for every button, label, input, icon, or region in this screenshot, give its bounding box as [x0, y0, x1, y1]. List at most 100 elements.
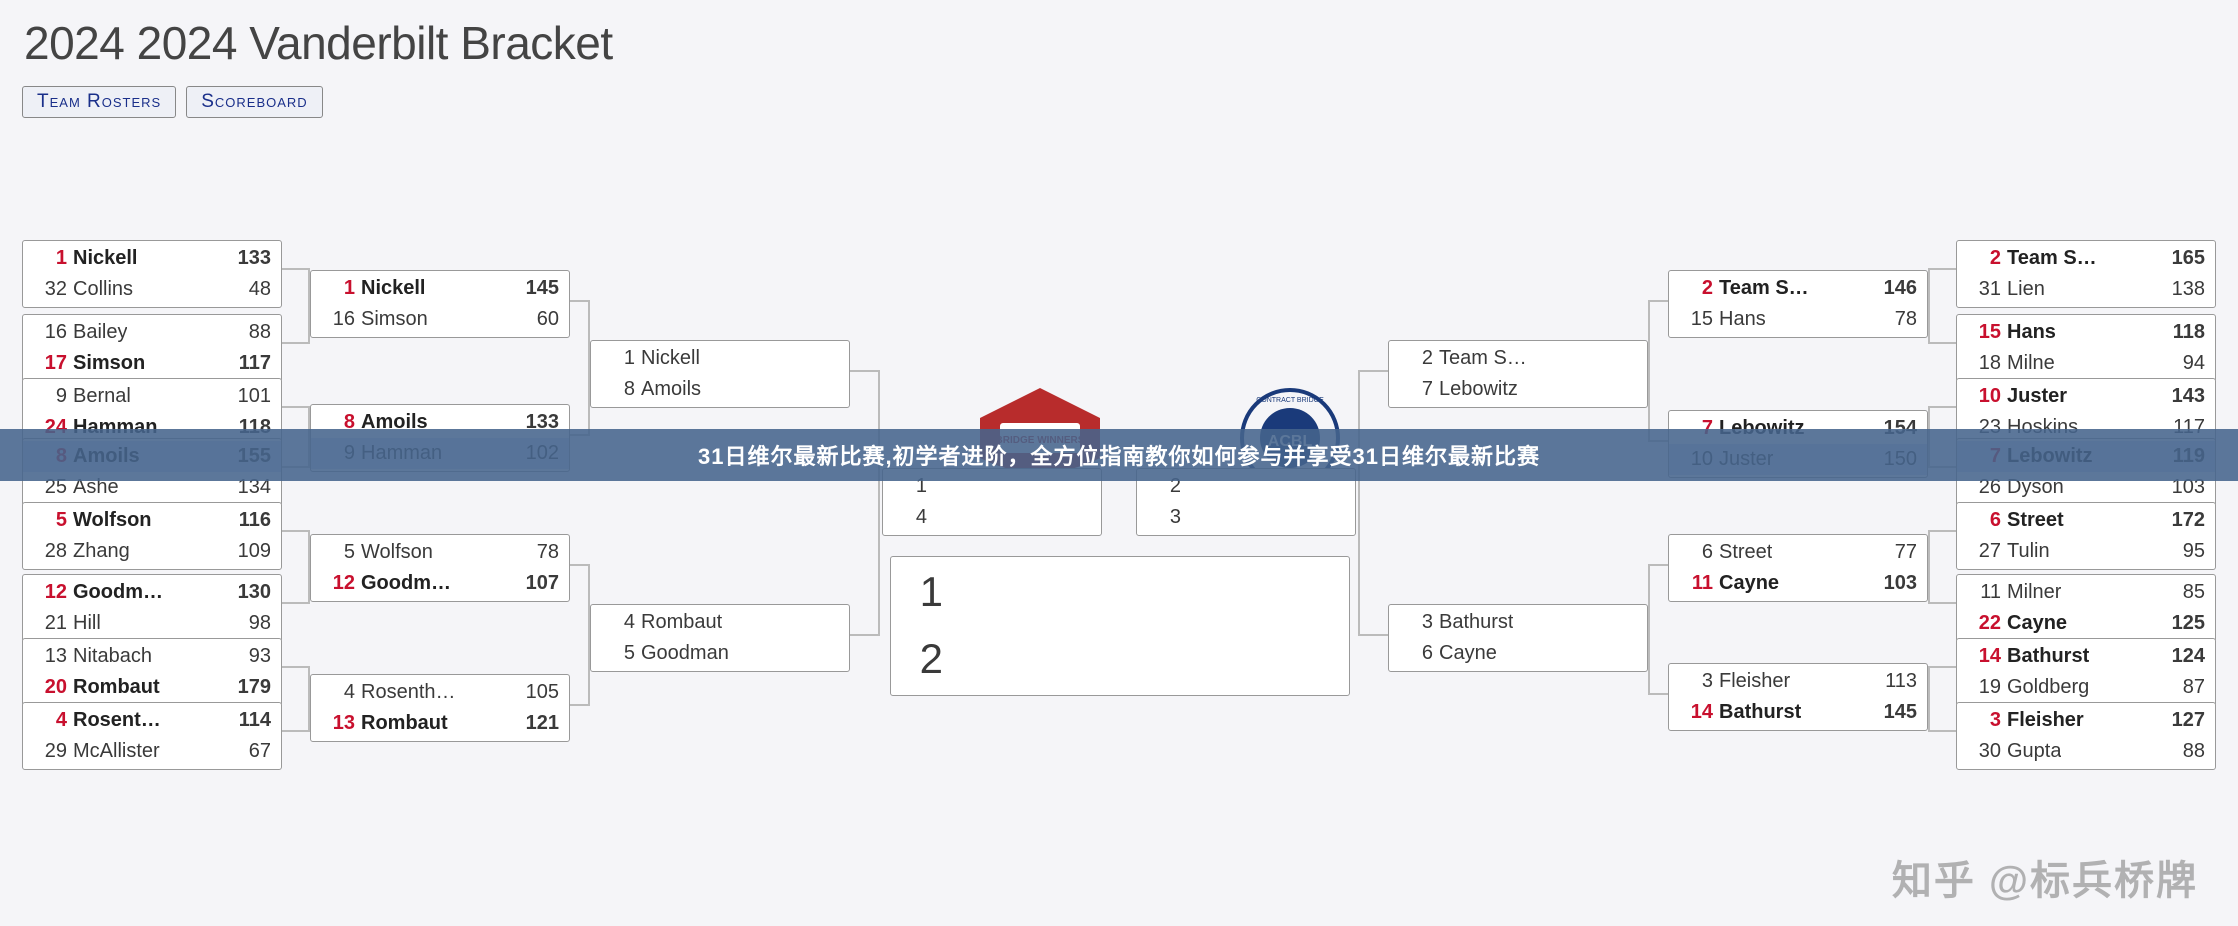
team-row[interactable]: 14Bathurst124	[1957, 641, 2215, 672]
team-row[interactable]: 6Street77	[1669, 537, 1927, 568]
team-row[interactable]: 8Amoils	[591, 374, 849, 405]
team-row[interactable]: 3Fleisher113	[1669, 666, 1927, 697]
match-L5[interactable]: 5Wolfson11628Zhang109	[22, 502, 282, 570]
team-row[interactable]: 13Rombaut121	[311, 708, 569, 739]
match-FIN[interactable]: 12	[890, 556, 1350, 696]
match-R1[interactable]: 2Team S…16531Lien138	[1956, 240, 2216, 308]
match-R5[interactable]: 6Street17227Tulin95	[1956, 502, 2216, 570]
match-RQ1[interactable]: 2Team S…14615Hans78	[1668, 270, 1928, 338]
match-LS1[interactable]: 1Nickell8Amoils	[590, 340, 850, 408]
score-value: 117	[239, 349, 271, 378]
tab-team-rosters[interactable]: Team Rosters	[22, 86, 176, 118]
connector-line	[1648, 564, 1668, 566]
seed-number: 5	[33, 506, 67, 535]
team-row[interactable]: 2Team S…	[1389, 343, 1647, 374]
team-row[interactable]: 15Hans78	[1669, 304, 1927, 335]
team-row[interactable]: 5Wolfson78	[311, 537, 569, 568]
match-RQ3[interactable]: 6Street7711Cayne103	[1668, 534, 1928, 602]
team-name: Rosenth…	[361, 678, 456, 707]
match-RS2[interactable]: 3Bathurst6Cayne	[1388, 604, 1648, 672]
team-row[interactable]: 22Cayne125	[1957, 608, 2215, 639]
match-LQ4[interactable]: 4Rosenth…10513Rombaut121	[310, 674, 570, 742]
team-row[interactable]: 18Milne94	[1957, 348, 2215, 379]
team-row[interactable]: 5Wolfson116	[23, 505, 281, 536]
match-R8[interactable]: 3Fleisher12730Gupta88	[1956, 702, 2216, 770]
team-row[interactable]: 13Nitabach93	[23, 641, 281, 672]
team-name: Bathurst	[2007, 642, 2089, 671]
match-RQ4[interactable]: 3Fleisher11314Bathurst145	[1668, 663, 1928, 731]
team-row[interactable]: 6Street172	[1957, 505, 2215, 536]
team-row[interactable]: 27Tulin95	[1957, 536, 2215, 567]
connector-line	[282, 602, 310, 604]
team-row[interactable]: 12Goodm…107	[311, 568, 569, 599]
team-row[interactable]: 29McAllister67	[23, 736, 281, 767]
team-row[interactable]: 21Hill98	[23, 608, 281, 639]
team-row[interactable]: 4Rombaut	[591, 607, 849, 638]
score-value: 78	[1895, 305, 1917, 334]
match-LQ1[interactable]: 1Nickell14516Simson60	[310, 270, 570, 338]
team-row[interactable]: 12Goodm…130	[23, 577, 281, 608]
team-row[interactable]: 10Juster143	[1957, 381, 2215, 412]
team-row[interactable]: 3Fleisher127	[1957, 705, 2215, 736]
seed-number: 11	[1679, 569, 1713, 598]
team-name: Rombaut	[641, 608, 722, 637]
score-value: 121	[526, 709, 559, 738]
team-row[interactable]: 9Bernal101	[23, 381, 281, 412]
match-LQ3[interactable]: 5Wolfson7812Goodm…107	[310, 534, 570, 602]
team-row[interactable]: 4Rosent…114	[23, 705, 281, 736]
match-RS1[interactable]: 2Team S…7Lebowitz	[1388, 340, 1648, 408]
score-value: 60	[537, 305, 559, 334]
match-L2[interactable]: 16Bailey8817Simson117	[22, 314, 282, 382]
team-name: Wolfson	[73, 506, 152, 535]
match-R7[interactable]: 14Bathurst12419Goldberg87	[1956, 638, 2216, 706]
score-value: 145	[1884, 698, 1917, 727]
score-value: 133	[238, 244, 271, 273]
seed-number: 20	[33, 673, 67, 702]
team-row[interactable]: 3Bathurst	[1389, 607, 1647, 638]
team-row[interactable]: 3	[1137, 502, 1355, 533]
team-row[interactable]: 1Nickell133	[23, 243, 281, 274]
team-row[interactable]: 15Hans118	[1957, 317, 2215, 348]
match-L7[interactable]: 13Nitabach9320Rombaut179	[22, 638, 282, 706]
connector-line	[282, 342, 310, 344]
seed-number: 29	[33, 737, 67, 766]
team-row[interactable]: 1Nickell145	[311, 273, 569, 304]
team-row[interactable]: 2Team S…146	[1669, 273, 1927, 304]
team-row[interactable]: 2	[891, 626, 1349, 693]
team-row[interactable]: 2Team S…165	[1957, 243, 2215, 274]
team-row[interactable]: 19Goldberg87	[1957, 672, 2215, 703]
team-row[interactable]: 17Simson117	[23, 348, 281, 379]
score-value: 109	[238, 537, 271, 566]
team-row[interactable]: 4	[883, 502, 1101, 533]
team-row[interactable]: 16Bailey88	[23, 317, 281, 348]
connector-line	[1648, 300, 1668, 302]
team-row[interactable]: 11Milner85	[1957, 577, 2215, 608]
team-row[interactable]: 1	[891, 559, 1349, 626]
seed-number: 32	[33, 275, 67, 304]
team-row[interactable]: 7Lebowitz	[1389, 374, 1647, 405]
team-row[interactable]: 30Gupta88	[1957, 736, 2215, 767]
team-row[interactable]: 5Goodman	[591, 638, 849, 669]
team-row[interactable]: 14Bathurst145	[1669, 697, 1927, 728]
team-row[interactable]: 31Lien138	[1957, 274, 2215, 305]
team-row[interactable]: 4Rosenth…105	[311, 677, 569, 708]
team-name: Milner	[2007, 578, 2061, 607]
connector-line	[570, 564, 590, 566]
match-LS2[interactable]: 4Rombaut5Goodman	[590, 604, 850, 672]
match-L1[interactable]: 1Nickell13332Collins48	[22, 240, 282, 308]
match-R2[interactable]: 15Hans11818Milne94	[1956, 314, 2216, 382]
team-row[interactable]: 1Nickell	[591, 343, 849, 374]
match-L6[interactable]: 12Goodm…13021Hill98	[22, 574, 282, 642]
match-L8[interactable]: 4Rosent…11429McAllister67	[22, 702, 282, 770]
team-row[interactable]: 20Rombaut179	[23, 672, 281, 703]
team-name: Rombaut	[361, 709, 448, 738]
team-name: Goldberg	[2007, 673, 2089, 702]
team-row[interactable]: 11Cayne103	[1669, 568, 1927, 599]
team-row[interactable]: 32Collins48	[23, 274, 281, 305]
team-row[interactable]: 28Zhang109	[23, 536, 281, 567]
score-value: 67	[249, 737, 271, 766]
match-R6[interactable]: 11Milner8522Cayne125	[1956, 574, 2216, 642]
team-row[interactable]: 16Simson60	[311, 304, 569, 335]
tab-scoreboard[interactable]: Scoreboard	[186, 86, 322, 118]
team-row[interactable]: 6Cayne	[1389, 638, 1647, 669]
